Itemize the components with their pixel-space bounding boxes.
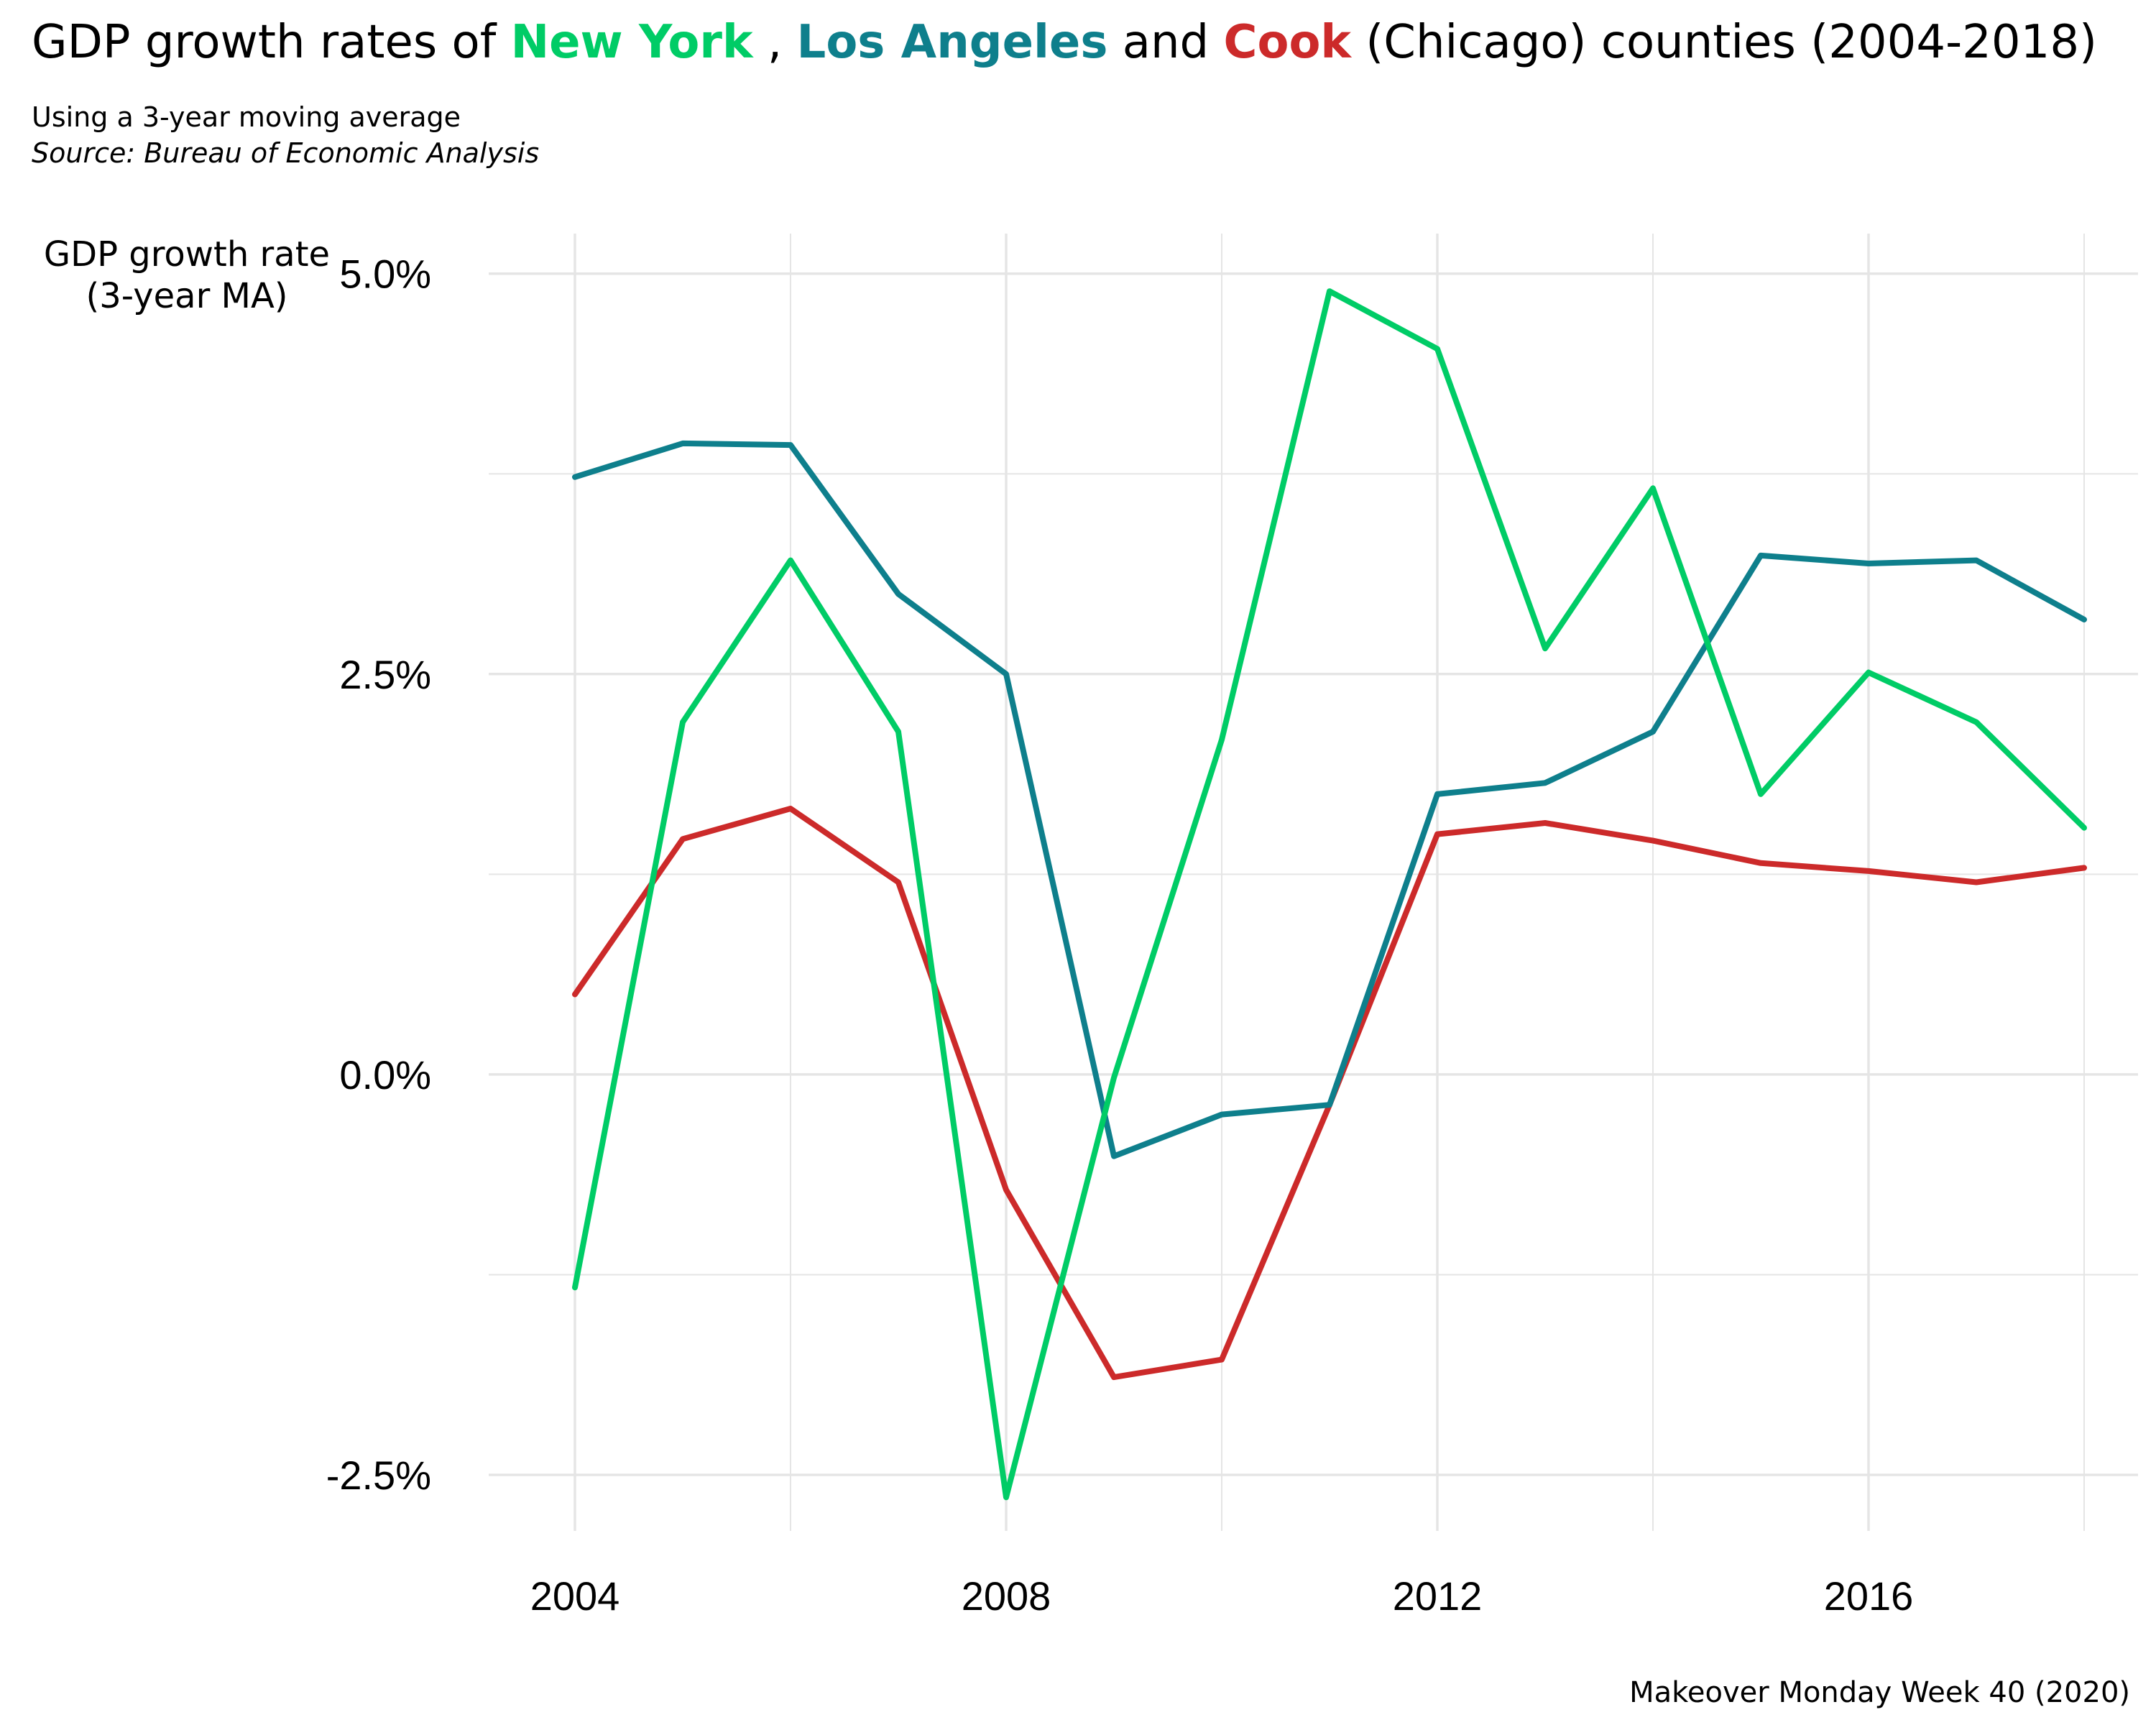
title-suffix: (Chicago) counties (2004-2018) [1350, 16, 2097, 69]
y-tick-label: 0.0% [339, 1052, 431, 1098]
x-tick-labels: 2004 2008 2012 2016 [530, 1573, 1914, 1619]
y-tick-label: 2.5% [339, 652, 431, 697]
series-line-new-york [572, 288, 2087, 1501]
title-sep-2: and [1107, 16, 1224, 69]
chart-source: Source: Bureau of Economic Analysis [32, 137, 540, 169]
chart-caption: Makeover Monday Week 40 (2020) [1629, 1676, 2130, 1709]
series-lines [572, 288, 2087, 1501]
chart-title: GDP growth rates of New York , Los Angel… [32, 10, 2097, 75]
title-sep-1: , [752, 16, 797, 69]
x-tick-label: 2012 [1393, 1573, 1483, 1619]
x-tick-label: 2008 [962, 1573, 1051, 1619]
series-line-cook [572, 806, 2087, 1381]
series-line-los-angeles [572, 440, 2087, 1159]
y-tick-label: -2.5% [326, 1453, 431, 1498]
y-axis-label-line-1: GDP growth rate [43, 234, 331, 275]
grid-lines [489, 234, 2138, 1531]
y-tick-labels: -2.5% 0.0% 2.5% 5.0% [326, 252, 431, 1498]
title-prefix: GDP growth rates of [32, 16, 511, 69]
y-axis-label: GDP growth rate (3-year MA) [14, 234, 359, 317]
title-los-angeles: Los Angeles [796, 16, 1108, 69]
title-cook: Cook [1223, 16, 1351, 69]
title-new-york: New York [510, 16, 753, 69]
y-tick-label: 5.0% [339, 252, 431, 297]
y-axis-label-line-2: (3-year MA) [86, 276, 288, 316]
x-tick-label: 2004 [530, 1573, 620, 1619]
chart-subtitle: Using a 3-year moving average [32, 101, 461, 133]
x-tick-label: 2016 [1824, 1573, 1914, 1619]
